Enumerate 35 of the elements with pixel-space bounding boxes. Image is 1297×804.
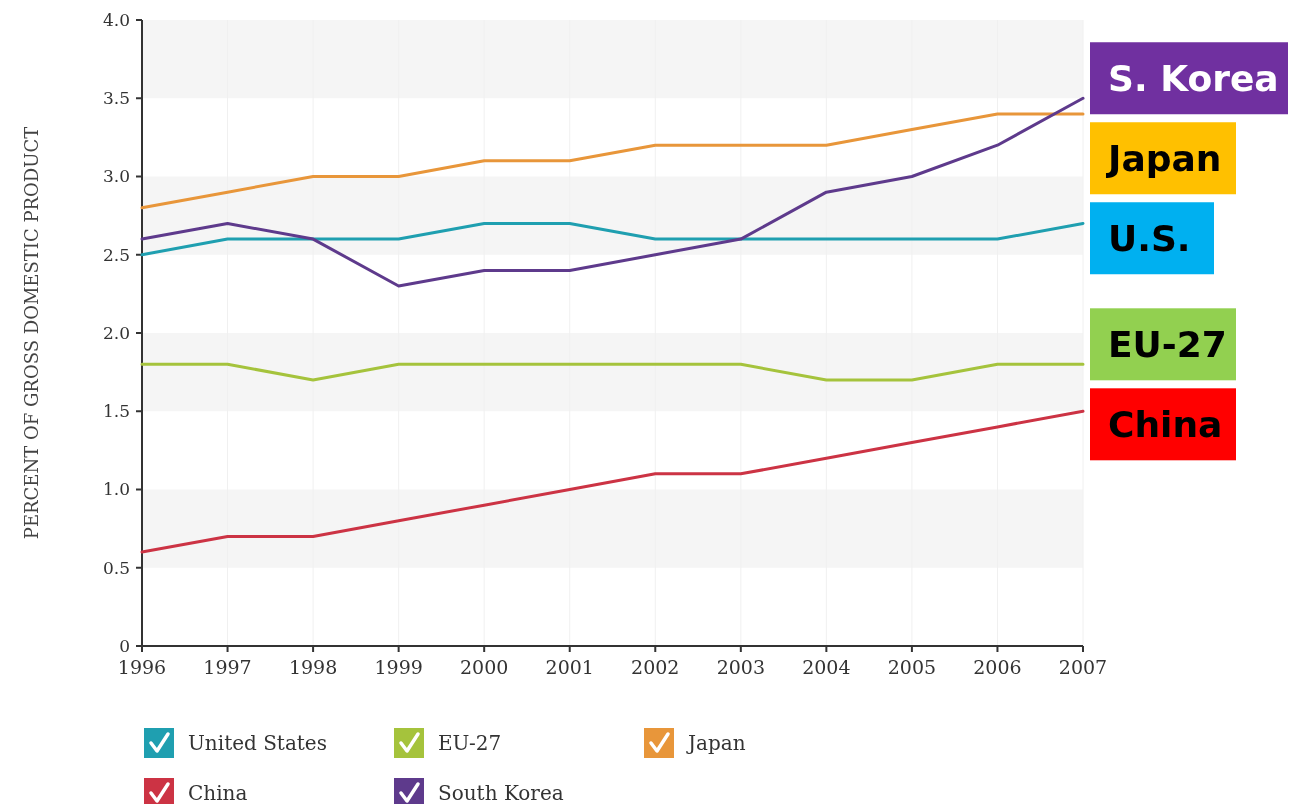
x-tick-label: 1996 xyxy=(117,656,167,678)
x-tick-label: 1999 xyxy=(374,656,423,678)
y-tick-label: 3.0 xyxy=(102,166,130,187)
x-tick-label: 2006 xyxy=(973,656,1022,678)
x-tick-label: 1998 xyxy=(288,656,338,678)
y-tick-label: 1.0 xyxy=(102,479,130,500)
x-tick-label: 2007 xyxy=(1058,656,1108,678)
x-tick-label: 2002 xyxy=(631,656,680,678)
x-tick-label: 2005 xyxy=(887,656,937,678)
x-tick-label: 2001 xyxy=(545,656,594,678)
line-series xyxy=(140,409,1085,554)
y-tick-label: 4.0 xyxy=(102,9,130,30)
x-tick-label: 1997 xyxy=(203,656,252,678)
annotation: Japan xyxy=(1105,137,1222,179)
legend-label: EU-27 xyxy=(438,731,502,755)
y-tick-label: 0 xyxy=(119,635,130,656)
y-tick-label: 1.5 xyxy=(102,401,130,422)
x-tick-label: 2000 xyxy=(460,656,509,678)
annotation: S. Korea xyxy=(1108,57,1279,99)
x-tick-label: 2003 xyxy=(716,656,765,678)
annotation: EU-27 xyxy=(1108,323,1227,365)
legend-label: South Korea xyxy=(438,781,564,804)
y-tick-label: 0.5 xyxy=(102,557,130,578)
y-tick-label: 2.5 xyxy=(102,244,130,265)
legend-label: China xyxy=(188,781,248,804)
line-series xyxy=(140,112,1085,210)
y-tick-label: 2.0 xyxy=(102,322,130,343)
annotation: U.S. xyxy=(1108,217,1191,259)
legend-label: Japan xyxy=(686,731,746,755)
annotation: China xyxy=(1108,403,1223,445)
legend-label: United States xyxy=(188,731,327,755)
y-tick-label: 3.5 xyxy=(102,88,130,109)
line-series xyxy=(140,96,1085,288)
y-axis-title: PERCENT OF GROSS DOMESTIC PRODUCT xyxy=(21,126,42,540)
x-tick-label: 2004 xyxy=(802,656,851,678)
